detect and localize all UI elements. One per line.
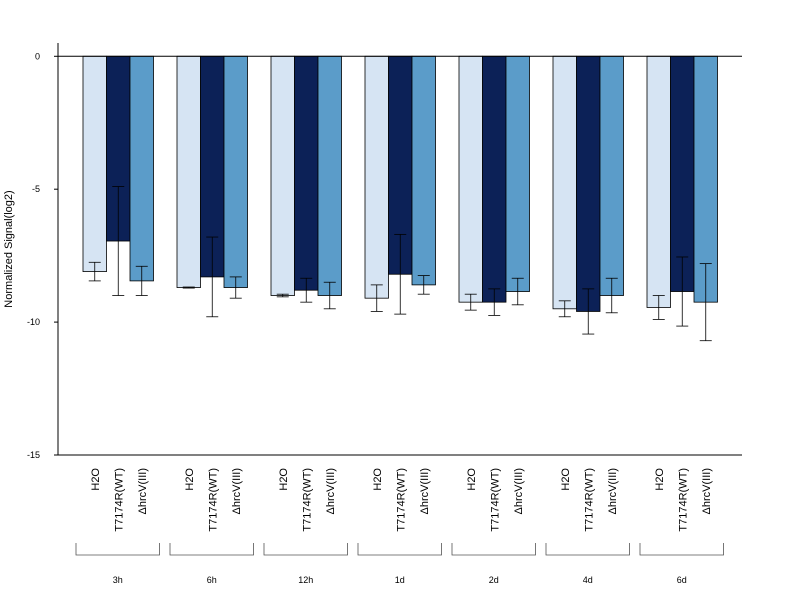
bars-layer	[82, 55, 718, 312]
bar	[576, 55, 601, 312]
bar	[505, 55, 530, 292]
group-label: 3h	[113, 575, 123, 585]
group-bracket	[75, 543, 160, 556]
group-bracket	[639, 543, 724, 556]
bar-category-label: H2O	[184, 468, 196, 491]
bar	[458, 55, 483, 303]
bar	[317, 55, 342, 296]
group-label: 4d	[583, 575, 593, 585]
y-tick-label: -5	[32, 184, 40, 194]
bar-category-label: ΔhrcV(III)	[137, 468, 149, 514]
group-bracket	[545, 543, 630, 556]
group-bracket	[451, 543, 536, 556]
category-labels-layer: H2O T7174R(WT) ΔhrcV(III) 3h H2O T7174R(WT) Δh…	[75, 468, 724, 585]
bar-category-label: T7174R(WT)	[395, 468, 407, 532]
bar-category-label: ΔhrcV(III)	[513, 468, 525, 514]
bar-category-label: H2O	[654, 468, 666, 491]
bar-category-label: T7174R(WT)	[489, 468, 501, 532]
bar	[411, 55, 436, 286]
bar	[482, 55, 507, 303]
bar-category-label: T7174R(WT)	[301, 468, 313, 532]
error-bars-layer	[88, 186, 712, 342]
bar-category-label: H2O	[466, 468, 478, 491]
bar	[552, 55, 577, 310]
bar	[294, 55, 319, 291]
bar	[599, 55, 624, 296]
bar	[223, 55, 248, 288]
bar-category-label: T7174R(WT)	[207, 468, 219, 532]
group-label: 6h	[207, 575, 217, 585]
bar-category-label: H2O	[372, 468, 384, 491]
bar-category-label: H2O	[278, 468, 290, 491]
y-tick-label: -15	[27, 450, 40, 460]
y-axis-label: Normalized Signal(log2)	[3, 190, 15, 307]
bar	[176, 55, 201, 288]
bar-category-label: H2O	[560, 468, 572, 491]
axes-layer: 0 -5 -10 -15	[27, 43, 742, 460]
bar-category-label: T7174R(WT)	[677, 468, 689, 532]
group-bracket	[263, 543, 348, 556]
bar	[646, 55, 671, 308]
group-label: 2d	[489, 575, 499, 585]
bar	[129, 55, 154, 282]
y-tick-label: -10	[27, 317, 40, 327]
bar-category-label: T7174R(WT)	[113, 468, 125, 532]
bar-category-label: ΔhrcV(III)	[419, 468, 431, 514]
bar-category-label: ΔhrcV(III)	[325, 468, 337, 514]
bar-category-label: ΔhrcV(III)	[701, 468, 713, 514]
bar	[82, 55, 107, 272]
bar	[670, 55, 695, 292]
group-bracket	[169, 543, 254, 556]
bar-category-label: T7174R(WT)	[583, 468, 595, 532]
bar-category-label: ΔhrcV(III)	[607, 468, 619, 514]
y-tick-label: 0	[35, 51, 40, 61]
group-label: 12h	[298, 575, 313, 585]
bar-category-label: H2O	[90, 468, 102, 491]
group-label: 1d	[395, 575, 405, 585]
bar-category-label: ΔhrcV(III)	[231, 468, 243, 514]
group-label: 6d	[677, 575, 687, 585]
bar	[364, 55, 389, 299]
group-bracket	[357, 543, 442, 556]
bar	[270, 55, 295, 296]
